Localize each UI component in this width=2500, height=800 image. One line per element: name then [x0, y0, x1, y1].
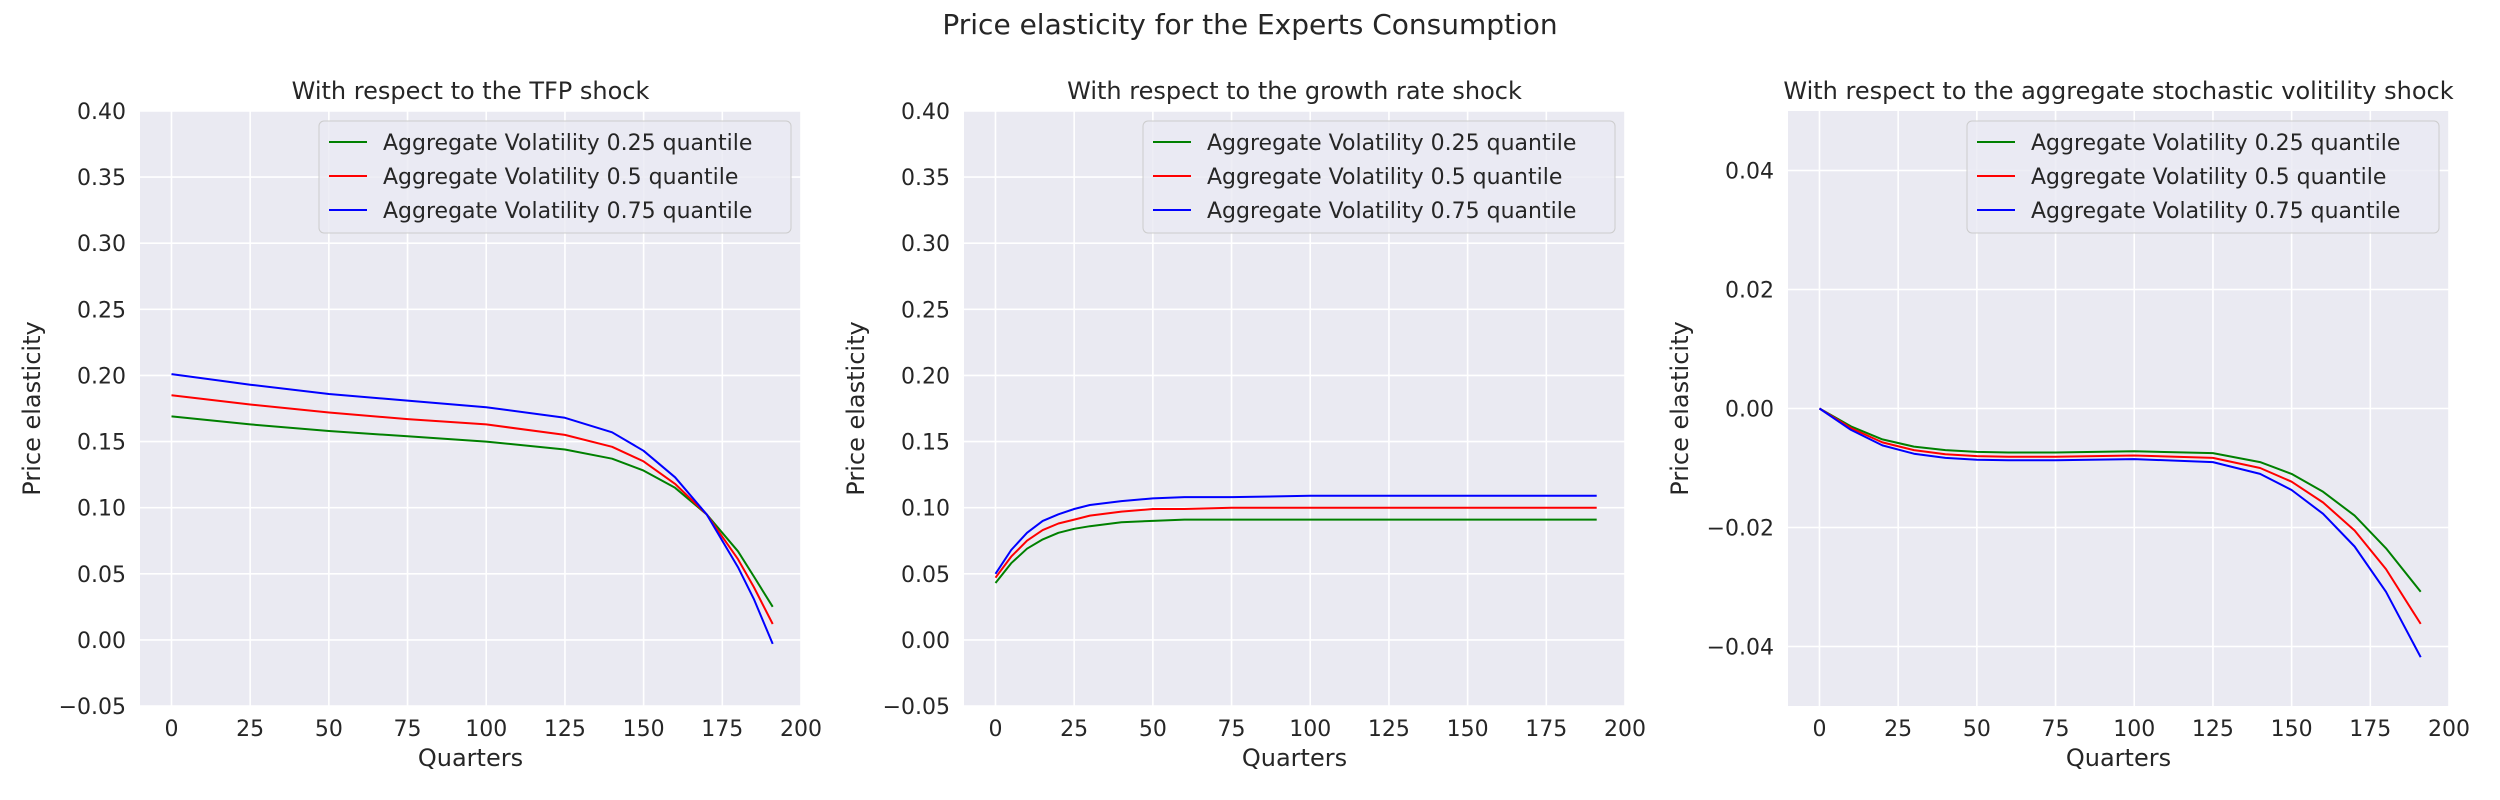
- y-tick-label: 0.02: [1725, 279, 1774, 304]
- y-tick-label: 0.05: [77, 563, 126, 588]
- legend-box: [1142, 120, 1616, 234]
- y-tick-label: 0.00: [77, 629, 126, 654]
- y-tick-label: −0.05: [883, 695, 950, 720]
- x-tick-label: 75: [2042, 717, 2070, 742]
- x-tick-label: 25: [1060, 717, 1088, 742]
- y-tick-label: 0.15: [901, 431, 950, 456]
- x-tick-label: 150: [2271, 717, 2313, 742]
- x-axis-label: Quarters: [1242, 744, 1347, 772]
- subplot-title: With respect to the growth rate shock: [1067, 77, 1522, 105]
- series-line-1: [1819, 407, 2422, 593]
- x-tick-label: 25: [1884, 717, 1912, 742]
- x-tick-label: 200: [1604, 717, 1646, 742]
- legend-label: Aggregate Volatility 0.5 quantile: [1207, 165, 1562, 190]
- legend-label: Aggregate Volatility 0.75 quantile: [383, 199, 752, 224]
- legend-label: Aggregate Volatility 0.5 quantile: [383, 165, 738, 190]
- series-line-3: [1818, 407, 2422, 658]
- legend-label: Aggregate Volatility 0.25 quantile: [2031, 131, 2400, 156]
- series-line-2: [171, 394, 774, 625]
- series-line-2: [1818, 407, 2422, 625]
- x-tick-label: 125: [1368, 717, 1410, 742]
- y-tick-label: 0.30: [77, 232, 126, 257]
- y-tick-label: 0.04: [1725, 160, 1774, 185]
- x-tick-label: 0: [164, 717, 178, 742]
- x-axis-label: Quarters: [2066, 744, 2171, 772]
- x-tick-label: 50: [1963, 717, 1991, 742]
- y-tick-label: 0.05: [901, 563, 950, 588]
- y-tick-label: −0.05: [59, 695, 126, 720]
- series-line-1: [994, 518, 1597, 584]
- y-tick-label: 0.25: [901, 298, 950, 323]
- x-tick-label: 25: [236, 717, 264, 742]
- x-tick-label: 100: [1289, 717, 1331, 742]
- y-tick-label: 0.20: [77, 364, 126, 389]
- chart-panel-1: 0 25 50 75 100 125 150 175 200 −0.05 0.00 0.05 0.10 0…: [18, 77, 822, 772]
- subplot-title: With respect to the aggregate stochastic…: [1783, 77, 2453, 105]
- series-line-1: [171, 415, 774, 608]
- x-tick-label: 150: [1447, 717, 1489, 742]
- x-tick-label: 150: [623, 717, 665, 742]
- y-tick-label: 0.35: [77, 166, 126, 191]
- x-tick-label: 75: [394, 717, 422, 742]
- legend-label: Aggregate Volatility 0.25 quantile: [1207, 131, 1576, 156]
- y-axis-label: Price elasticity: [18, 321, 46, 495]
- x-tick-label: 175: [2349, 717, 2391, 742]
- x-tick-label: 75: [1218, 717, 1246, 742]
- legend-box: [1966, 120, 2440, 234]
- x-tick-label: 200: [780, 717, 822, 742]
- x-tick-label: 125: [2192, 717, 2234, 742]
- x-tick-label: 50: [1139, 717, 1167, 742]
- series-line-3: [994, 494, 1597, 575]
- figure-title: Price elasticity for the Experts Consump…: [942, 8, 1558, 41]
- y-axis-label: Price elasticity: [1666, 321, 1694, 495]
- x-tick-label: 100: [465, 717, 507, 742]
- legend-label: Aggregate Volatility 0.5 quantile: [2031, 165, 2386, 190]
- legend-box: [318, 120, 792, 234]
- x-axis-label: Quarters: [418, 744, 523, 772]
- series-line-2: [994, 506, 1597, 579]
- y-tick-label: 0.40: [77, 100, 126, 125]
- y-tick-label: 0.15: [77, 431, 126, 456]
- y-tick-label: 0.30: [901, 232, 950, 257]
- x-tick-label: 125: [544, 717, 586, 742]
- y-tick-label: −0.02: [1707, 517, 1774, 542]
- series-line-3: [171, 373, 774, 645]
- x-tick-label: 175: [701, 717, 743, 742]
- x-tick-label: 0: [1812, 717, 1826, 742]
- x-tick-label: 50: [315, 717, 343, 742]
- y-tick-label: 0.20: [901, 364, 950, 389]
- legend: Aggregate Volatility 0.25 quantile Aggreg…: [1966, 120, 2440, 234]
- chart-panel-2: 0 25 50 75 100 125 150 175 200 −0.05 0.00 0.05 0.10 0…: [842, 77, 1646, 772]
- y-tick-label: 0.10: [77, 497, 126, 522]
- legend-label: Aggregate Volatility 0.25 quantile: [383, 131, 752, 156]
- subplot-title: With respect to the TFP shock: [292, 77, 650, 105]
- x-tick-label: 175: [1525, 717, 1567, 742]
- y-tick-label: 0.10: [901, 497, 950, 522]
- y-tick-label: 0.40: [901, 100, 950, 125]
- y-tick-label: 0.00: [1725, 398, 1774, 423]
- legend-label: Aggregate Volatility 0.75 quantile: [2031, 199, 2400, 224]
- chart-panel-3: 0 25 50 75 100 125 150 175 200 −0.04 −0.02 0.00 0.02…: [1666, 77, 2470, 772]
- x-tick-label: 200: [2428, 717, 2470, 742]
- legend-label: Aggregate Volatility 0.75 quantile: [1207, 199, 1576, 224]
- y-tick-label: 0.35: [901, 166, 950, 191]
- y-tick-label: 0.00: [901, 629, 950, 654]
- y-tick-label: 0.25: [77, 298, 126, 323]
- x-tick-label: 100: [2113, 717, 2155, 742]
- y-axis-label: Price elasticity: [842, 321, 870, 495]
- legend: Aggregate Volatility 0.25 quantile Aggreg…: [1142, 120, 1616, 234]
- x-tick-label: 0: [988, 717, 1002, 742]
- legend: Aggregate Volatility 0.25 quantile Aggreg…: [318, 120, 792, 234]
- y-tick-label: −0.04: [1707, 636, 1774, 661]
